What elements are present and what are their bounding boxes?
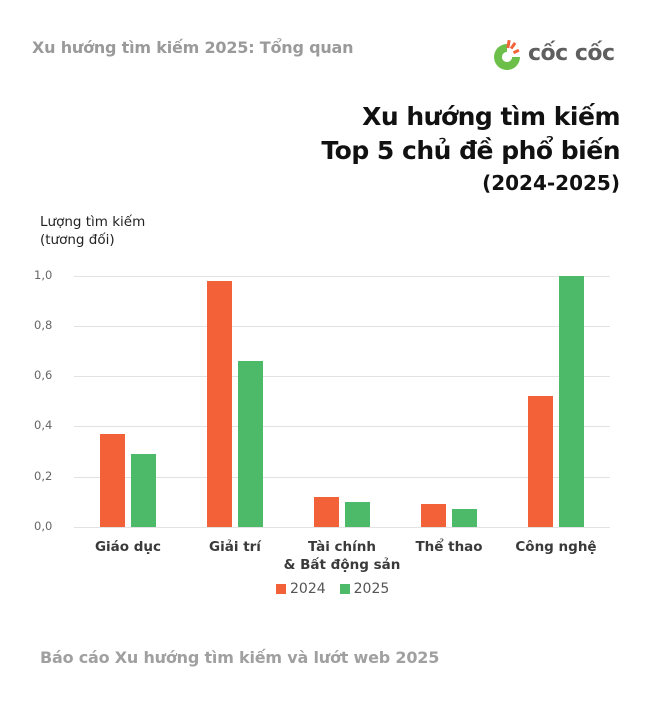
- y-tick: 0,2: [34, 469, 53, 483]
- legend-item-2025: 2025: [339, 581, 390, 597]
- report-subtitle: Xu hướng tìm kiếm 2025: Tổng quan: [32, 38, 354, 57]
- bar-2024: [207, 281, 232, 527]
- y-axis-label-line-1: Lượng tìm kiếm: [40, 214, 146, 230]
- bar-2025: [559, 276, 584, 527]
- gridline: [74, 477, 610, 478]
- gridline: [74, 326, 610, 327]
- legend-item-2024: 2024: [276, 581, 326, 597]
- x-category-label-line-2: & Bất động sản: [283, 557, 401, 573]
- y-tick: 0,8: [34, 318, 53, 332]
- gridline: [74, 426, 610, 427]
- y-tick: 0,6: [34, 368, 53, 382]
- title-line-3: (2024-2025): [482, 171, 620, 195]
- bar-2024: [100, 434, 125, 527]
- bar-2024: [421, 504, 446, 527]
- coccoc-logo: cốc cốc: [490, 38, 630, 74]
- y-axis-label: Lượng tìm kiếm (tương đối): [40, 213, 145, 249]
- x-category-label: Giải trí: [209, 539, 261, 555]
- chart-title: Xu hướng tìm kiếm Top 5 chủ đề phổ biến …: [321, 100, 620, 198]
- bar-2025: [345, 502, 370, 527]
- gridline: [74, 276, 610, 277]
- bar-2025: [131, 454, 156, 527]
- title-line-2: Top 5 chủ đề phổ biến: [321, 136, 620, 165]
- chart-legend: 2024 2025: [276, 581, 389, 597]
- coccoc-logo-icon: [494, 39, 520, 70]
- bar-2024: [528, 396, 553, 527]
- legend-swatch-2024: [276, 584, 286, 594]
- legend-label-2025: 2025: [353, 581, 390, 597]
- y-tick: 1,0: [34, 268, 53, 282]
- legend-label-2024: 2024: [290, 581, 326, 597]
- x-category-label: Công nghệ: [515, 539, 597, 555]
- legend-swatch-2025: [339, 584, 350, 594]
- x-category-label: Thể thao: [415, 539, 483, 555]
- bar-2025: [238, 361, 263, 527]
- x-category-label: Tài chính & Bất động sản: [272, 538, 412, 574]
- y-axis-label-line-2: (tương đối): [40, 232, 115, 248]
- bar-2024: [314, 497, 339, 527]
- gridline: [74, 527, 610, 528]
- x-category-label: Giáo dục: [94, 539, 162, 555]
- y-tick: 0,4: [34, 418, 53, 432]
- logo-wordmark: cốc cốc: [528, 41, 615, 66]
- title-line-1: Xu hướng tìm kiếm: [362, 102, 620, 131]
- gridline: [74, 376, 610, 377]
- x-category-label-line-1: Tài chính: [307, 539, 377, 555]
- y-tick: 0,0: [34, 519, 53, 533]
- bar-2025: [452, 509, 477, 527]
- report-footer: Báo cáo Xu hướng tìm kiếm và lướt web 20…: [40, 648, 440, 667]
